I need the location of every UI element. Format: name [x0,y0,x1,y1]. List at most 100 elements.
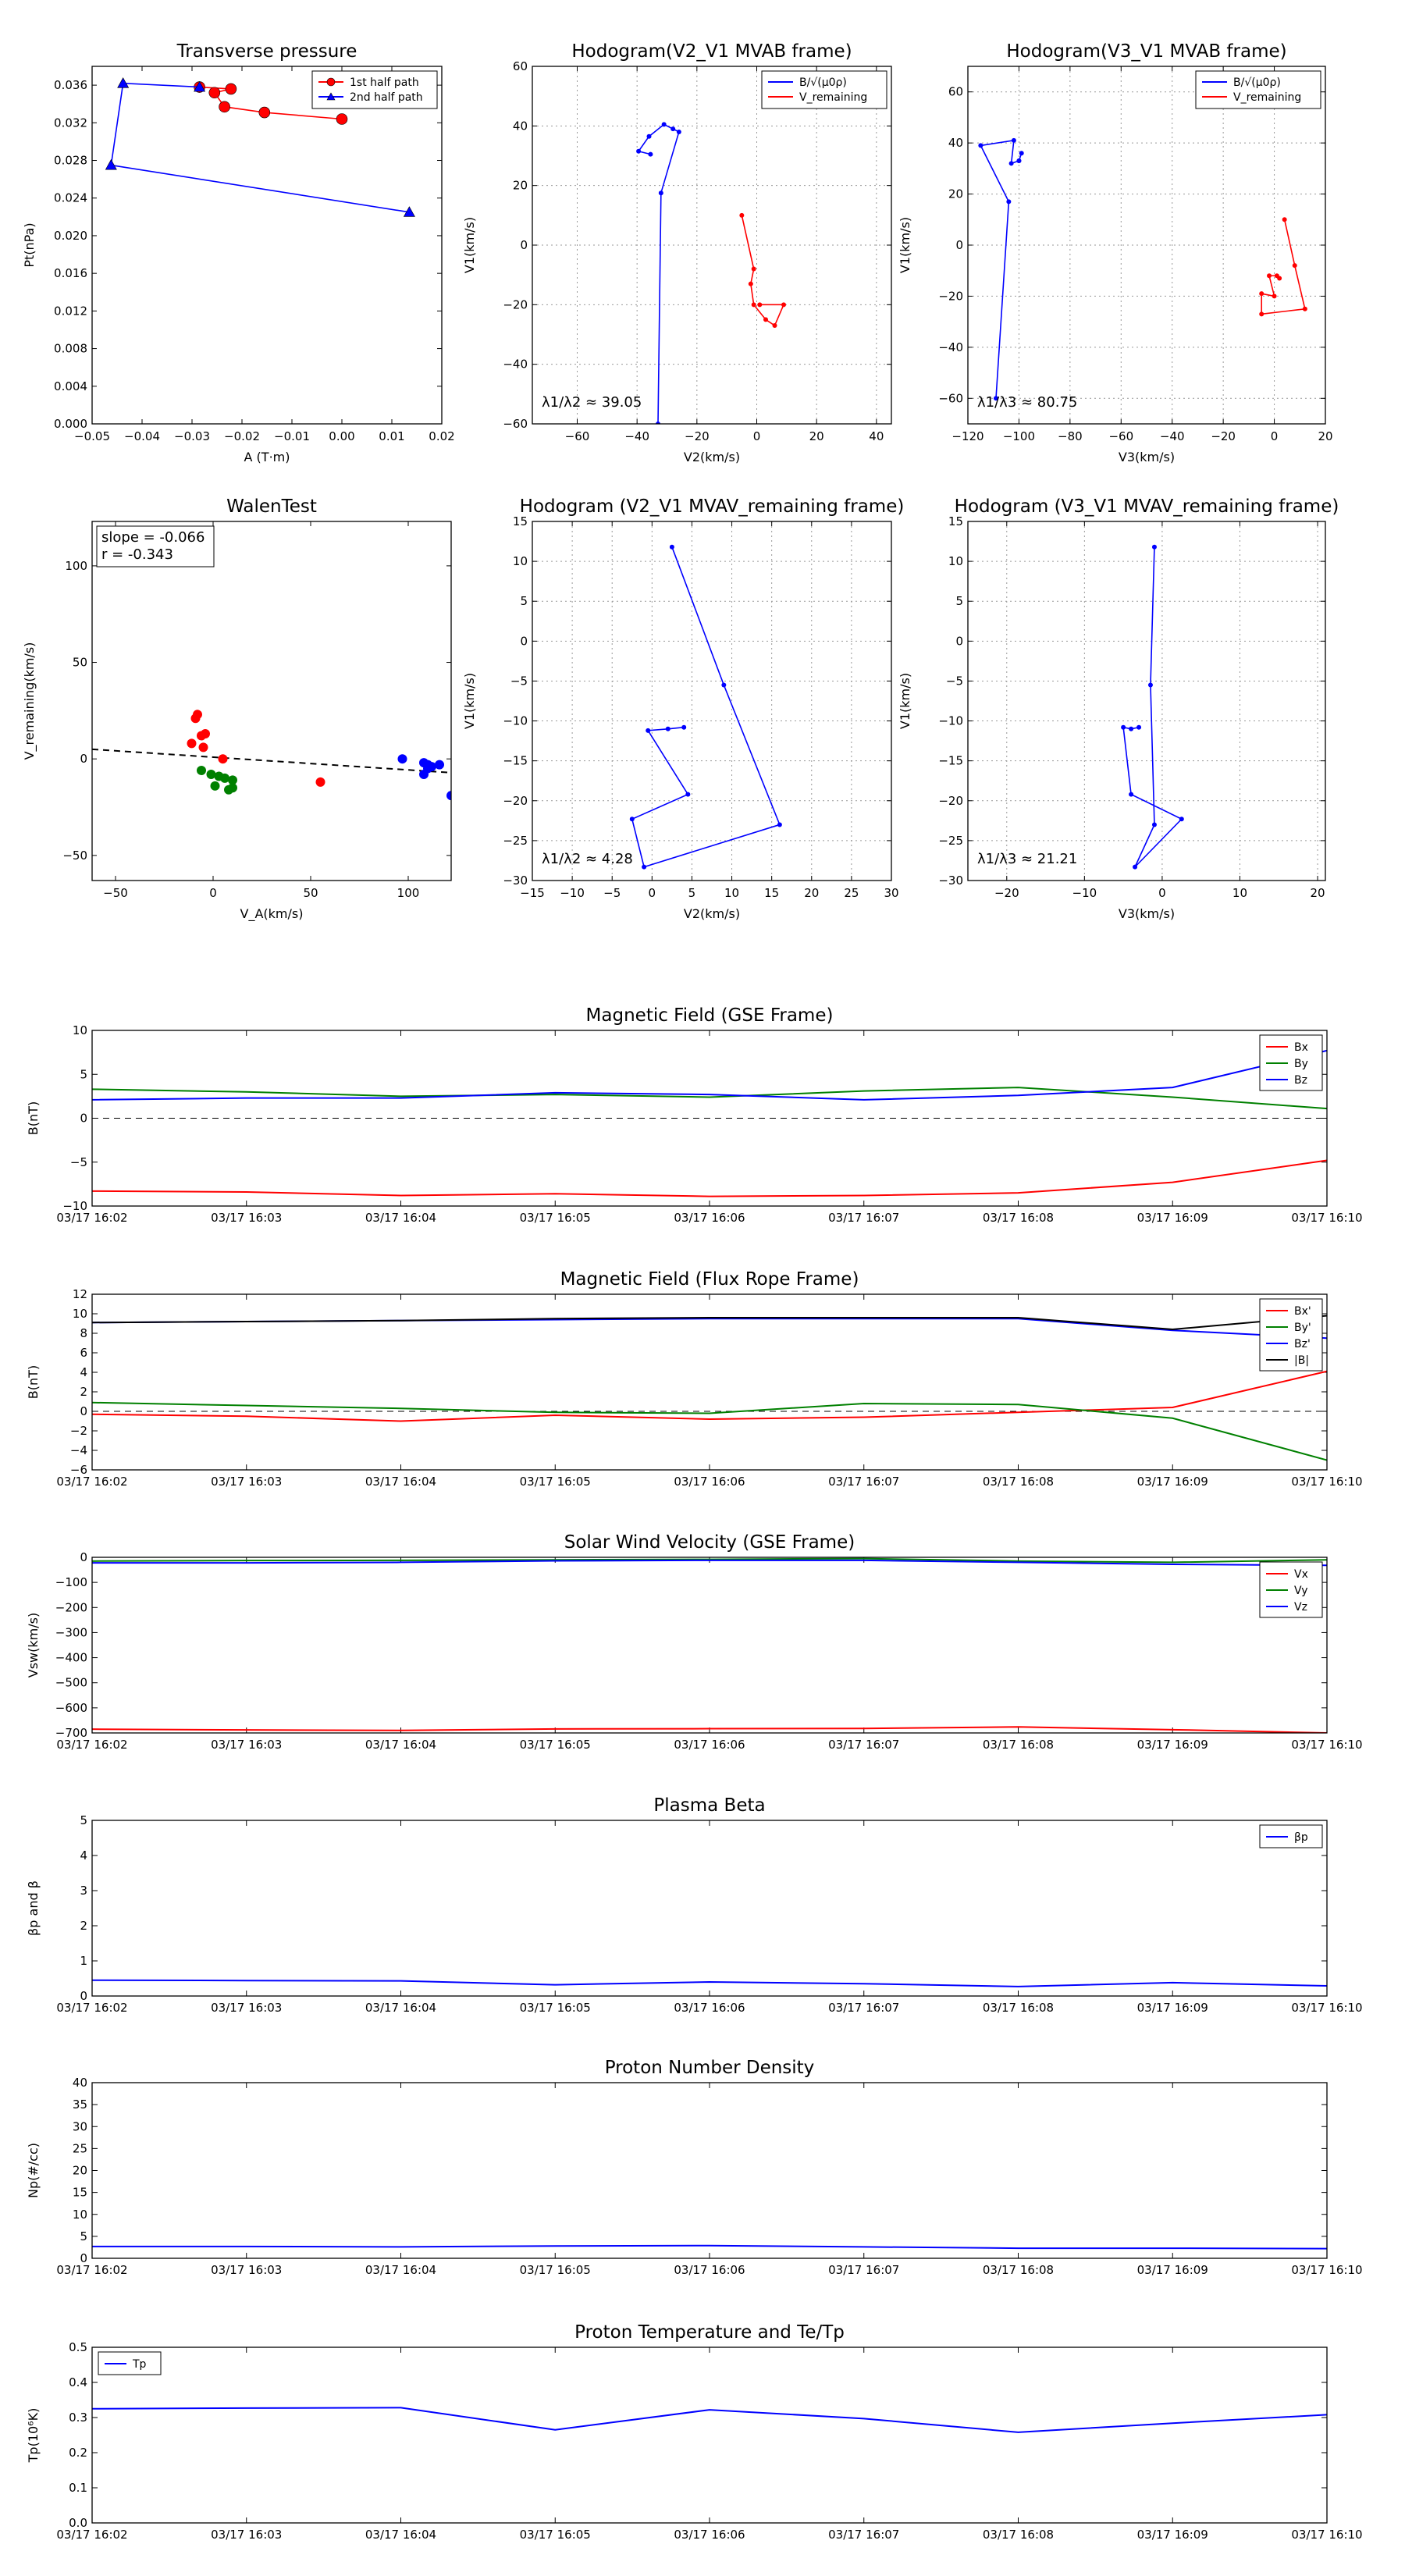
data-point [1302,306,1307,311]
y-tick-label: −20 [503,297,528,311]
data-point [1292,263,1297,269]
time-tick-label: 03/17 16:09 [1137,2263,1208,2277]
time-tick-label: 03/17 16:08 [983,1211,1054,1225]
y-tick-label: −700 [55,1726,87,1740]
series-line [92,1726,1327,1733]
x-tick-label: −120 [951,429,984,443]
time-tick-label: 03/17 16:02 [56,2263,127,2277]
x-axis-label: V_A(km/s) [240,906,304,922]
y-tick-label: 0.008 [54,342,87,356]
plot-area [1121,544,1184,870]
y-axis-label: V_remaining(km/s) [22,642,37,760]
series-line [92,1979,1327,1987]
y-tick-label: 0.1 [69,2481,87,2495]
data-point [220,773,229,783]
x-tick-label: 5 [688,886,696,900]
data-point [993,396,998,401]
x-tick-label: 20 [1310,886,1325,900]
plot-area [92,1315,1327,1461]
y-tick-label: 0.4 [69,2375,87,2389]
data-point [1147,682,1153,688]
x-axis-label: V3(km/s) [1119,906,1175,921]
y-tick-label: 8 [80,1326,87,1340]
x-tick-label: −100 [1003,429,1035,443]
y-tick-label: 12 [73,1287,87,1301]
x-tick-label: 40 [869,429,884,443]
y-tick-label: 10 [73,1023,87,1037]
chart-title: Proton Number Density [605,2058,815,2078]
legend-entry: Vz [1294,1601,1307,1614]
data-point [228,775,237,785]
y-tick-label: −100 [55,1575,87,1589]
data-point [187,738,197,749]
data-point [206,769,216,779]
data-point [210,781,220,791]
y-axis-label: Pt(nPa) [22,222,37,267]
ratio-annotation: λ1/λ2 ≈ 4.28 [542,851,633,867]
series-line [92,1370,1327,1422]
series-line [92,1559,1327,1567]
y-tick-label: 5 [520,594,528,608]
y-tick-label: 100 [65,559,87,573]
data-point [446,791,451,801]
series-line [980,139,1023,399]
data-point [978,143,984,148]
series-line [92,1315,1327,1331]
chart-title: Transverse pressure [176,41,357,62]
time-tick-label: 03/17 16:02 [56,2528,127,2542]
data-point [670,126,676,132]
y-tick-label: 60 [513,59,528,73]
data-point [1179,817,1184,822]
y-tick-label: 0.016 [54,266,87,280]
legend-entry: Bz [1294,1074,1307,1087]
legend-box [311,70,438,109]
time-tick-label: 03/17 16:05 [520,2263,591,2277]
data-point [315,777,325,787]
time-tick-label: 03/17 16:09 [1137,1475,1208,1489]
data-point [1019,151,1024,156]
series-line [1261,219,1306,315]
time-tick-label: 03/17 16:07 [828,1475,899,1489]
y-tick-label: 0 [955,238,963,252]
x-tick-label: −60 [1108,429,1133,443]
y-axis-label: Vsw(km/s) [26,1613,41,1678]
data-point [1129,726,1134,731]
y-tick-label: −5 [510,674,528,688]
y-tick-label: −10 [62,1199,87,1213]
data-point [224,785,233,795]
y-tick-label: 4 [80,1365,87,1379]
data-point [1136,724,1142,730]
y-tick-label: 0.000 [54,417,87,431]
axes-frame [91,66,443,425]
axes-frame [967,66,1326,425]
chart-bgse: 03/17 16:02 03/17 16:03 03/17 16:04 03/17 1… [26,1005,1363,1225]
x-tick-label: −40 [624,429,649,443]
y-tick-label: 0 [80,2251,87,2265]
legend-entry: By' [1294,1322,1311,1334]
x-tick-label: 10 [724,886,739,900]
legend-entry: Vx [1294,1568,1308,1581]
y-tick-label: 20 [73,2164,87,2178]
data-point [193,710,202,720]
data-point [1282,217,1287,222]
y-tick-label: 0 [80,752,87,766]
chart-title: Magnetic Field (Flux Rope Frame) [560,1269,859,1290]
x-tick-label: 20 [804,886,819,900]
y-tick-label: 20 [513,179,528,193]
legend-box [1259,1824,1323,1848]
y-tick-label: 0 [80,1550,87,1564]
legend-entry: Bx [1294,1041,1308,1054]
plot-area [92,2244,1327,2250]
data-point [748,281,753,286]
y-tick-label: −30 [938,873,963,888]
data-point [225,83,237,95]
axes-frame [91,1030,1328,1207]
legend-entry: |B| [1294,1354,1309,1367]
time-tick-label: 03/17 16:04 [365,2528,436,2542]
y-tick-label: 20 [948,187,963,201]
time-tick-label: 03/17 16:06 [674,2263,745,2277]
data-point [326,77,336,87]
data-point [739,212,745,218]
x-axis-label: V2(km/s) [684,450,740,464]
data-point [646,133,652,139]
